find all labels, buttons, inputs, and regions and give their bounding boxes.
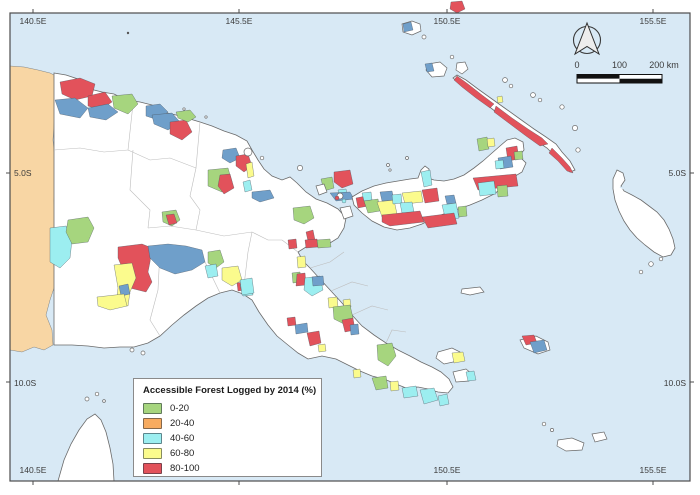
new-britain [334, 136, 527, 231]
lon-label-top-1: 140.5E [20, 16, 47, 26]
milne-bay-islands [435, 286, 608, 452]
scale-label-100: 100 [612, 60, 627, 70]
lon-label-bottom-3: 150.5E [434, 465, 461, 475]
map-frame [6, 9, 694, 485]
legend-item-80-100: 80-100 [143, 461, 313, 476]
lon-label-top-2: 145.5E [226, 16, 253, 26]
legend-swatch-20-40 [143, 418, 162, 429]
lon-label-top-3: 150.5E [434, 16, 461, 26]
legend-swatch-80-100 [143, 463, 162, 474]
legend-label: 40-60 [170, 433, 195, 444]
lat-label-left-2: 10.0S [14, 378, 37, 388]
lon-label-bottom-4: 155.5E [640, 465, 667, 475]
legend-swatch-0-20 [143, 403, 162, 414]
scale-label-0: 0 [574, 60, 579, 70]
scale-label-200km: 200 km [649, 60, 679, 70]
mainland-districts [49, 77, 450, 407]
legend-swatch-40-60 [143, 433, 162, 444]
manus-islands [401, 0, 466, 40]
north-coast-islets [126, 31, 409, 220]
cape-york [57, 347, 146, 482]
legend: Accessible Forest Logged by 2014 (%) 0-2… [133, 378, 322, 477]
legend-label: 80-100 [170, 463, 200, 474]
bougainville [612, 169, 676, 275]
legend-label: 0-20 [170, 403, 190, 414]
scale-bar: 0 100 200 km [574, 60, 679, 84]
new-ireland [424, 54, 581, 174]
legend-item-20-40: 20-40 [143, 416, 313, 431]
lat-label-left-1: 5.0S [14, 168, 32, 178]
north-arrow-icon [572, 21, 602, 56]
legend-title: Accessible Forest Logged by 2014 (%) [143, 385, 317, 396]
legend-item-60-80: 60-80 [143, 446, 313, 461]
lon-label-bottom-1: 140.5E [20, 465, 47, 475]
legend-label: 60-80 [170, 448, 195, 459]
lon-label-top-4: 155.5E [640, 16, 667, 26]
lat-label-right-2: 10.0S [664, 378, 687, 388]
legend-item-0-20: 0-20 [143, 401, 313, 416]
lat-label-right-1: 5.0S [669, 168, 687, 178]
legend-label: 20-40 [170, 418, 195, 429]
legend-item-40-60: 40-60 [143, 431, 313, 446]
legend-swatch-60-80 [143, 448, 162, 459]
